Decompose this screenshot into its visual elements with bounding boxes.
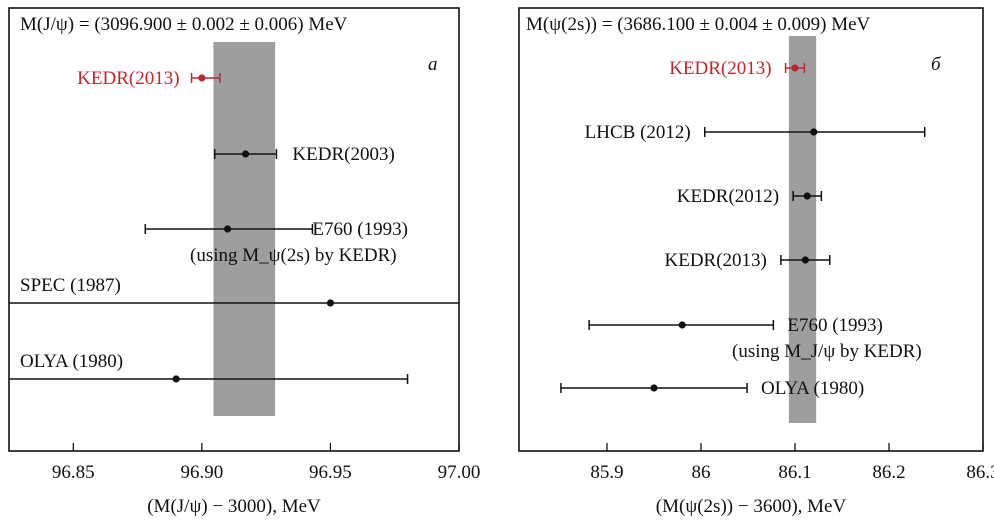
data-point-group: E760 (1993) (using M_J/ψ by KEDR) (588, 315, 922, 362)
data-point (678, 321, 686, 329)
point-label: OLYA (1980) (761, 378, 864, 399)
plot-frame (518, 7, 984, 452)
point-label: OLYA (1980) (20, 351, 123, 372)
point-note: (using M_J/ψ by KEDR) (732, 341, 922, 362)
point-label: KEDR(2013) (665, 250, 767, 271)
x-tick-label: 96.85 (52, 462, 95, 483)
data-point (810, 128, 818, 136)
data-point-group: KEDR(2012) (677, 186, 823, 207)
x-axis-label: (M(J/ψ) − 3000), MeV (147, 496, 321, 517)
x-tick-label: 86 (692, 462, 711, 483)
point-label: LHCB (2012) (585, 122, 691, 143)
panel-title: M(ψ(2s)) = (3686.100 ± 0.004 ± 0.009) Me… (526, 14, 871, 35)
x-tick-label: 96.95 (309, 462, 352, 483)
x-tick-label: 97.00 (438, 462, 481, 483)
point-note: (using M_ψ(2s) by KEDR) (190, 245, 397, 266)
mass-band (788, 36, 817, 423)
data-point-group: OLYA (1980) (9, 351, 409, 384)
point-label: KEDR(2012) (677, 186, 779, 207)
data-point-group: KEDR(2013) (77, 68, 221, 89)
data-point (241, 150, 250, 158)
x-axis-label: (M(ψ(2s)) − 3600), MeV (656, 496, 847, 517)
panel-letter: a (428, 54, 438, 75)
point-label: KEDR(2003) (292, 144, 394, 165)
panel-letter: б (931, 54, 942, 75)
data-point-group: OLYA (1980) (560, 378, 864, 399)
point-label: E760 (1993) (787, 315, 883, 336)
data-point (801, 256, 809, 264)
data-point-group: E760 (1993) (using M_ψ(2s) by KEDR) (144, 219, 408, 266)
data-point (791, 64, 799, 72)
data-point-group: LHCB (2012) (585, 122, 926, 143)
data-point (198, 74, 206, 82)
panel-title: M(J/ψ) = (3096.900 ± 0.002 ± 0.006) MeV (20, 14, 348, 35)
point-label: SPEC (1987) (20, 275, 121, 296)
x-tick-label: 86.3 (966, 462, 994, 483)
plot-frame (8, 7, 460, 452)
data-point (803, 192, 811, 200)
data-point (172, 375, 180, 383)
panel-a: M(J/ψ) = (3096.900 ± 0.002 ± 0.006) MeV … (8, 7, 481, 517)
x-tick-label: 86.2 (872, 462, 905, 483)
data-point-group: KEDR(2013) (665, 250, 831, 271)
panel-b: M(ψ(2s)) = (3686.100 ± 0.004 ± 0.009) Me… (518, 7, 994, 517)
x-tick-label: 96.90 (180, 462, 223, 483)
point-label: KEDR(2013) (669, 58, 771, 79)
data-point (223, 225, 232, 233)
data-point-group: KEDR(2003) (213, 144, 395, 165)
point-label: E760 (1993) (312, 219, 408, 240)
point-label: KEDR(2013) (77, 68, 179, 89)
data-point (326, 299, 335, 307)
data-point-group: SPEC (1987) (9, 275, 459, 307)
x-tick-label: 85.9 (590, 462, 623, 483)
x-tick-label: 86.1 (778, 462, 811, 483)
data-point-group: KEDR(2013) (669, 58, 806, 79)
data-point (650, 384, 658, 392)
